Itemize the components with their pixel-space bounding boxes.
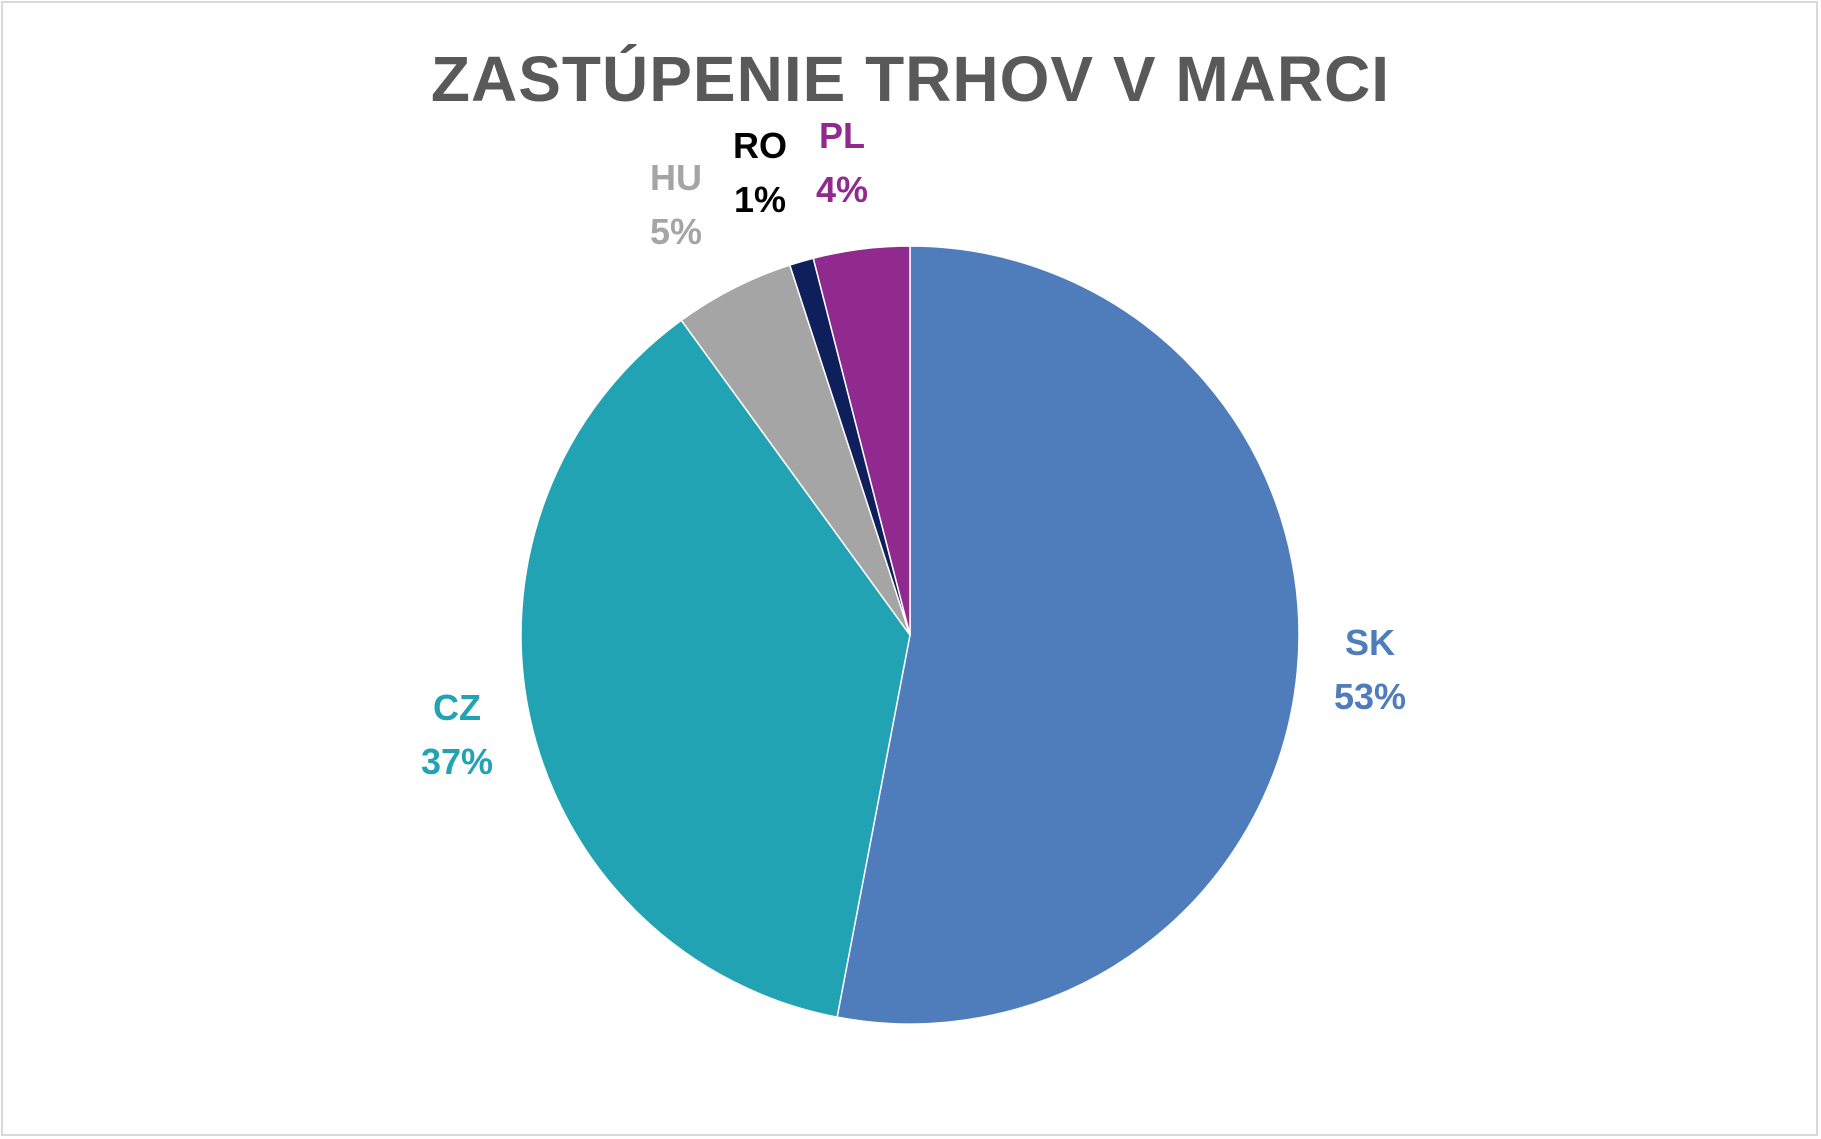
pie-slice-pl [812,245,911,636]
slice-percent-hu: 5% [650,211,702,252]
slice-percent-ro: 1% [734,179,786,220]
pie-slice-cz [520,319,911,1018]
pie-slice-sk [836,245,1300,1025]
slice-label-sk: SK [1345,622,1395,663]
slice-label-hu: HU [650,157,702,198]
slice-label-cz: CZ [433,687,481,728]
slice-percent-cz: 37% [421,741,493,782]
slice-label-pl: PL [819,115,865,156]
pie-labels: SK 53% CZ 37% HU 5% RO 1% PL 4% [421,115,1406,782]
slice-percent-sk: 53% [1334,676,1406,717]
slice-label-ro: RO [733,125,787,166]
slice-percent-pl: 4% [816,169,868,210]
chart-title: ZASTÚPENIE TRHOV V MARCI [430,43,1391,115]
pie-slices [520,245,1300,1025]
